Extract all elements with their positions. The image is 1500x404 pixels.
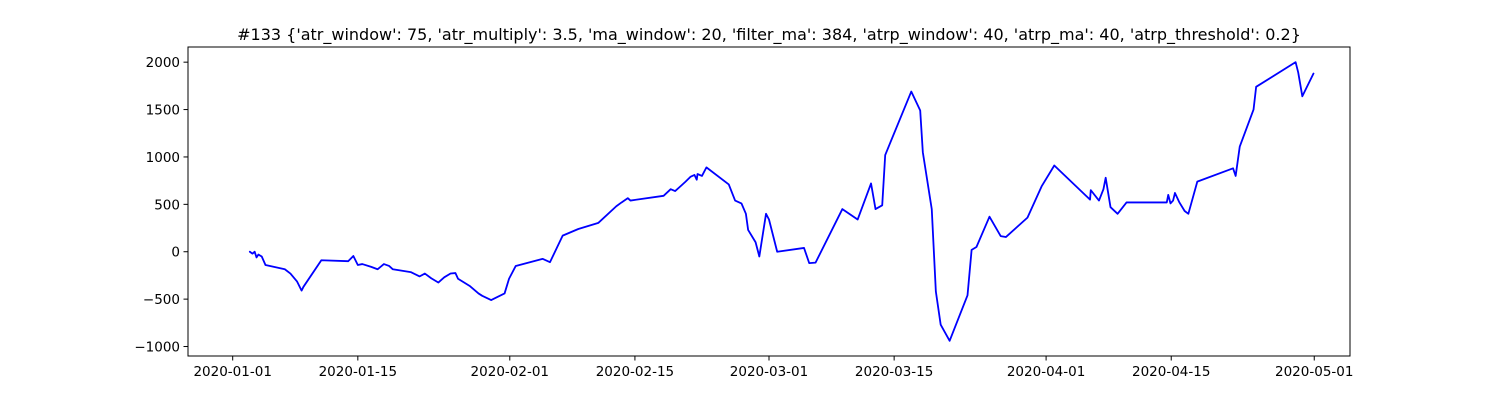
y-tick-label: 1500	[146, 103, 180, 119]
x-tick-label: 2020-01-15	[319, 364, 397, 380]
x-tick-label: 2020-02-15	[596, 364, 674, 380]
x-tick-label: 2020-03-15	[855, 364, 933, 380]
y-tick-label: 500	[154, 197, 180, 213]
y-tick-label: 1000	[146, 150, 180, 166]
plot-area: 2020-01-01 2020-01-15 2020-02-01 2020-02-15…	[134, 46, 1353, 380]
chart-title: #133 {'atr_window': 75, 'atr_multiply': …	[237, 25, 1301, 45]
y-tick-label: 2000	[146, 55, 180, 71]
x-tick-label: 2020-02-01	[471, 364, 549, 380]
x-tick-label: 2020-01-01	[193, 364, 271, 380]
x-tick-label: 2020-03-01	[730, 364, 808, 380]
x-tick-label: 2020-04-15	[1132, 364, 1210, 380]
y-tick-label: −500	[143, 292, 180, 308]
y-tick-label: −1000	[134, 340, 180, 356]
x-tick-label: 2020-04-01	[1007, 364, 1085, 380]
series-line-0	[248, 61, 1315, 342]
x-tick-label: 2020-05-01	[1275, 364, 1353, 380]
y-tick-label: 0	[171, 245, 180, 261]
